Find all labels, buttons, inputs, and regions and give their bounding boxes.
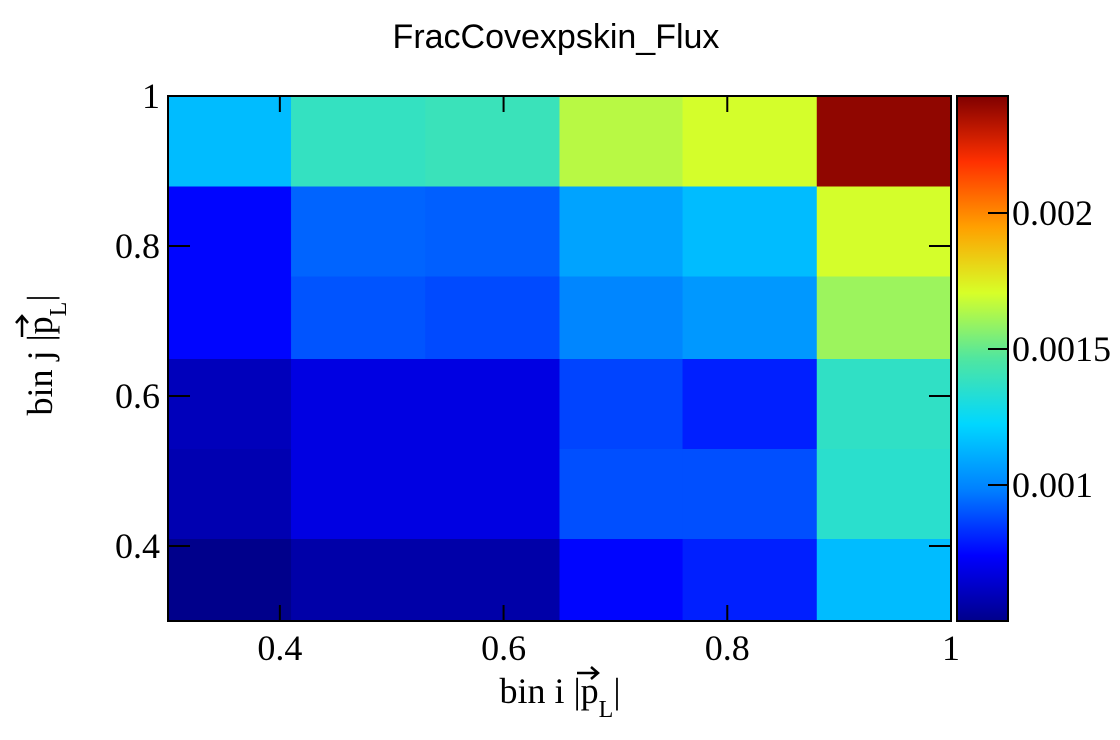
x-axis-label: bin i |pL| <box>499 671 620 723</box>
heatmap-cell <box>816 186 952 277</box>
colorbar-tick-label: 0.0015 <box>1012 329 1111 369</box>
heatmap-cell <box>559 358 684 449</box>
heatmap-cell <box>168 358 292 449</box>
heatmap-cell <box>559 186 684 277</box>
heatmap-cell <box>816 276 952 359</box>
colorbar-tick-label: 0.002 <box>1012 193 1093 233</box>
heatmap-cell <box>168 96 292 187</box>
heatmap-cell <box>559 276 684 359</box>
heatmap-cell <box>291 448 426 539</box>
x-tick-label: 0.4 <box>257 628 302 668</box>
heatmap-cell <box>816 538 952 622</box>
heatmap-cell <box>425 186 560 277</box>
plot-frame <box>167 95 952 622</box>
colorbar <box>956 95 1009 622</box>
heatmap-cell <box>682 276 818 359</box>
heatmap-cell <box>425 96 560 187</box>
colorbar-tick-labels: 0.001 0.0015 0.002 <box>1012 193 1111 505</box>
heatmap-cell <box>682 448 818 539</box>
heatmap-cell <box>559 538 684 622</box>
colorbar-tick-label: 0.001 <box>1012 465 1093 505</box>
heatmap-cell <box>291 276 426 359</box>
heatmap-cell <box>682 538 818 622</box>
heatmap-cell <box>168 538 292 622</box>
heatmap-cell <box>291 186 426 277</box>
x-tick-label: 0.6 <box>481 628 526 668</box>
heatmap-cell <box>682 186 818 277</box>
heatmap-cell <box>291 96 426 187</box>
y-tick-label: 0.4 <box>115 526 160 566</box>
y-tick-labels: 0.4 0.6 0.8 1 <box>115 76 160 566</box>
heatmap-cell <box>168 448 292 539</box>
y-axis-label-vector-arrow <box>15 314 29 337</box>
y-tick-label: 0.6 <box>115 376 160 416</box>
heatmap-cell <box>559 96 684 187</box>
heatmap-cell <box>816 448 952 539</box>
heatmap-cell <box>682 96 818 187</box>
heatmap-cell <box>291 538 426 622</box>
heatmap-cell <box>682 358 818 449</box>
y-tick-label: 0.8 <box>115 226 160 266</box>
x-tick-label: 1 <box>942 628 960 668</box>
x-tick-label: 0.8 <box>705 628 750 668</box>
heatmap-cell <box>816 358 952 449</box>
y-axis-label: bin j |pL| <box>20 294 72 415</box>
colorbar-ticks <box>988 211 1008 486</box>
heatmap-cell <box>559 448 684 539</box>
heatmap-cell <box>816 96 952 187</box>
heatmap-cell <box>425 448 560 539</box>
chart-title: FracCovexpskin_Flux <box>393 18 720 56</box>
heatmap-cell <box>168 276 292 359</box>
x-tick-labels: 0.4 0.6 0.8 1 <box>257 628 960 668</box>
heatmap-cell <box>425 276 560 359</box>
x-axis-label-vector-arrow <box>577 666 600 680</box>
y-tick-label: 1 <box>142 76 160 116</box>
heatmap-cells <box>168 96 952 622</box>
axis-ticks <box>168 95 952 621</box>
heatmap-cell <box>168 186 292 277</box>
heatmap-cell <box>291 358 426 449</box>
heatmap-cell <box>425 538 560 622</box>
heatmap-cell <box>425 358 560 449</box>
